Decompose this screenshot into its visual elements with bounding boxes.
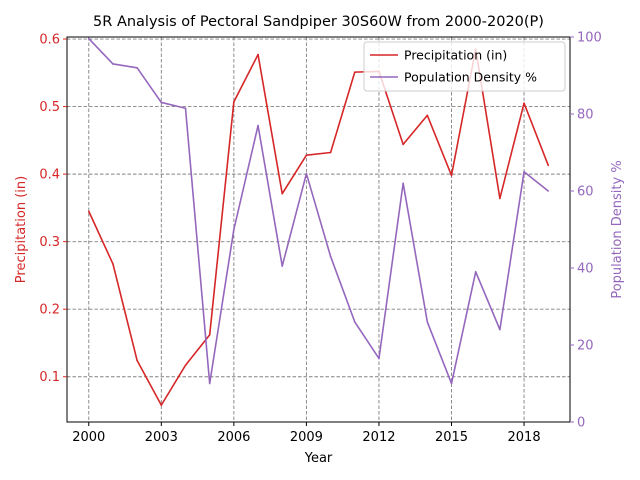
chart-title: 5R Analysis of Pectoral Sandpiper 30S60W… — [93, 14, 544, 30]
data-point — [184, 107, 187, 110]
data-point — [112, 263, 114, 265]
data-point — [474, 271, 477, 273]
plot-frame — [66, 36, 571, 423]
data-point — [353, 321, 356, 323]
data-point — [233, 228, 235, 231]
x-tick-label: 2000 — [72, 430, 105, 445]
y-right-tick-label: 60 — [577, 185, 594, 200]
axis-ticks: 2000 2003 2006 2009 2012 2015 2018 0.1 0.2 0.3 0.4… — [39, 31, 602, 446]
data-point — [112, 63, 114, 65]
y-left-tick-label: 0.4 — [39, 168, 60, 183]
legend-label-population-density: Population Density % — [404, 70, 537, 85]
y-left-tick-label: 0.5 — [39, 100, 60, 115]
data-point — [450, 174, 453, 177]
data-point — [450, 382, 453, 385]
data-point — [208, 334, 211, 336]
data-point — [402, 143, 404, 146]
y-axis-right-label: Population Density % — [610, 160, 625, 298]
x-tick-label: 2009 — [290, 430, 323, 445]
data-point — [233, 101, 235, 103]
data-point — [547, 164, 550, 167]
data-point — [523, 102, 525, 104]
y-right-tick-label: 100 — [577, 31, 602, 46]
legend-box — [363, 41, 566, 92]
y-right-tick-label: 40 — [577, 262, 594, 277]
data-point — [329, 255, 332, 258]
data-point — [305, 154, 308, 156]
data-point — [353, 71, 356, 73]
y-right-tick-label: 20 — [577, 339, 594, 354]
data-point — [378, 357, 380, 360]
data-point — [87, 210, 90, 213]
data-point — [184, 364, 187, 367]
data-point — [426, 114, 429, 117]
x-tick-label: 2006 — [217, 430, 250, 445]
y-axis-left-label: Precipitation (in) — [14, 176, 29, 283]
data-point — [547, 190, 550, 192]
data-point — [208, 382, 211, 385]
x-tick-label: 2012 — [362, 430, 395, 445]
x-axis-label: Year — [304, 451, 333, 466]
data-point — [160, 101, 163, 104]
data-point — [136, 67, 138, 69]
y-left-tick-label: 0.6 — [39, 33, 60, 48]
data-point — [523, 170, 525, 173]
data-point — [402, 182, 404, 185]
data-point — [305, 172, 308, 175]
data-point — [281, 265, 284, 267]
data-point — [499, 328, 501, 331]
x-tick-label: 2015 — [435, 430, 468, 445]
data-point — [257, 124, 259, 127]
legend: Precipitation (in) Population Density % — [363, 41, 566, 92]
legend-label-precipitation: Precipitation (in) — [404, 48, 507, 63]
data-point — [426, 321, 429, 323]
x-tick-label: 2018 — [508, 430, 541, 445]
data-point — [329, 151, 332, 154]
data-point — [281, 192, 284, 195]
y-left-tick-label: 0.3 — [39, 235, 60, 250]
x-tick-label: 2003 — [145, 430, 178, 445]
data-point — [257, 53, 259, 56]
y-right-tick-label: 0 — [577, 416, 585, 431]
data-point — [499, 197, 501, 200]
series-line-population-density — [88, 37, 549, 385]
data-point — [160, 404, 163, 406]
y-left-tick-label: 0.1 — [39, 370, 60, 385]
data-point — [136, 359, 138, 362]
y-left-tick-label: 0.2 — [39, 303, 60, 318]
y-right-tick-label: 80 — [577, 108, 594, 123]
data-point — [87, 37, 90, 40]
